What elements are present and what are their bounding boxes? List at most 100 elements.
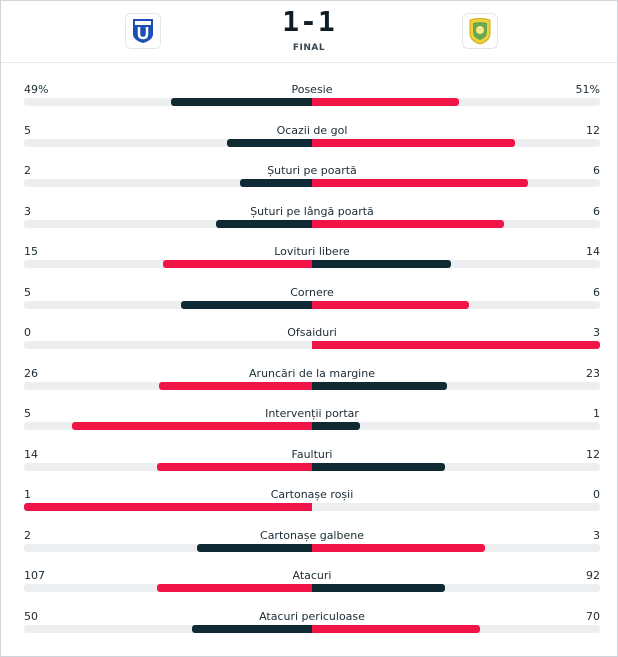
home-bar-fill <box>72 422 312 430</box>
stat-bar-track <box>24 503 600 511</box>
stat-bar-track <box>24 341 600 349</box>
stat-bar-track <box>24 381 600 390</box>
home-bar-fill <box>24 503 312 511</box>
stat-bar-track <box>24 219 600 228</box>
away-stat-value: 6 <box>593 285 600 299</box>
away-bar-track <box>312 341 600 349</box>
home-bar-fill <box>181 300 312 309</box>
away-bar-fill <box>312 138 516 147</box>
stat-row: 107 Atacuri 92 <box>24 563 600 604</box>
stat-row: 2 Cartonașe galbene 3 <box>24 523 600 564</box>
away-stat-value: 92 <box>586 569 600 582</box>
stat-name: Atacuri periculoase <box>259 609 365 623</box>
away-bar-track <box>312 624 600 633</box>
home-stat-value: 2 <box>24 164 31 177</box>
stat-bar-track <box>24 543 600 552</box>
away-stat-value: 23 <box>586 366 600 380</box>
stat-name: Intervenții portar <box>265 407 359 420</box>
home-bar-track <box>24 260 312 268</box>
stat-name: Lovituri libere <box>274 245 350 258</box>
home-stat-value: 5 <box>24 285 31 299</box>
match-score: 1-1 <box>282 5 336 38</box>
home-bar-track <box>24 543 312 552</box>
home-bar-track <box>24 219 312 228</box>
stat-row: 0 Ofsaiduri 3 <box>24 320 600 361</box>
away-team-logo[interactable] <box>462 13 498 49</box>
stat-row: 5 Cornere 6 <box>24 280 600 321</box>
stat-bar-track <box>24 179 600 187</box>
away-bar-fill <box>312 422 360 430</box>
home-stat-value: 49% <box>24 83 49 96</box>
away-bar-track <box>312 179 600 187</box>
home-bar-track <box>24 138 312 147</box>
home-stat-value: 107 <box>24 569 45 582</box>
away-bar-track <box>312 98 600 106</box>
stat-name: Ofsaiduri <box>287 326 337 339</box>
petrolul-ploiesti-crest-icon <box>469 18 491 45</box>
match-status: FINAL <box>292 43 326 53</box>
home-stat-value: 5 <box>24 407 31 420</box>
away-stat-value: 3 <box>593 528 600 542</box>
home-bar-track <box>24 624 312 633</box>
stat-name: Ocazii de gol <box>276 123 348 137</box>
stat-bar-track <box>24 584 600 592</box>
away-stat-value: 6 <box>593 204 600 218</box>
away-bar-fill <box>312 381 448 390</box>
stat-name: Cartonașe roșii <box>270 488 354 501</box>
home-bar-fill <box>192 624 312 633</box>
stats-list: 49% Posesie 51% 5 Ocazii de gol 12 2 Șuturi pe … <box>24 77 600 644</box>
home-bar-fill <box>159 381 312 390</box>
stat-row: 50 Atacuri periculoase 70 <box>24 604 600 645</box>
away-stat-value: 51% <box>575 83 600 96</box>
stat-name: Șuturi pe poartă <box>267 164 357 177</box>
home-stat-value: 1 <box>24 488 31 501</box>
stat-bar-track <box>24 422 600 430</box>
stat-name: Posesie <box>291 83 333 96</box>
away-bar-fill <box>312 462 445 471</box>
stat-row: 26 Aruncări de la margine 23 <box>24 361 600 402</box>
away-bar-track <box>312 138 600 147</box>
stat-bar-track <box>24 260 600 268</box>
stat-bar-track <box>24 300 600 309</box>
away-stat-value: 14 <box>586 245 600 258</box>
home-stat-value: 0 <box>24 326 31 339</box>
away-bar-fill <box>312 300 470 309</box>
away-stat-value: 0 <box>593 488 600 501</box>
home-team-logo[interactable] <box>125 13 161 49</box>
stat-name: Aruncări de la margine <box>249 366 375 380</box>
home-bar-fill <box>170 98 312 106</box>
home-bar-track <box>24 462 312 471</box>
away-bar-track <box>312 584 600 592</box>
away-stat-value: 12 <box>586 123 600 137</box>
stat-name: Șuturi pe lângă poartă <box>250 204 374 218</box>
home-bar-fill <box>163 260 312 268</box>
away-bar-track <box>312 260 600 268</box>
home-bar-track <box>24 179 312 187</box>
stat-row: 3 Șuturi pe lângă poartă 6 <box>24 199 600 240</box>
home-stat-value: 2 <box>24 528 31 542</box>
away-stat-value: 3 <box>593 326 600 339</box>
stat-name: Atacuri <box>292 569 332 582</box>
away-stat-value: 70 <box>586 609 600 623</box>
away-bar-track <box>312 300 600 309</box>
home-bar-track <box>24 584 312 592</box>
away-stat-value: 12 <box>586 447 600 461</box>
universitatea-craiova-crest-icon <box>133 19 153 43</box>
stat-name: Faulturi <box>291 447 333 461</box>
away-bar-track <box>312 503 600 511</box>
away-bar-track <box>312 381 600 390</box>
stat-bar-track <box>24 138 600 147</box>
away-bar-fill <box>312 584 446 592</box>
stat-bar-track <box>24 624 600 633</box>
home-stat-value: 26 <box>24 366 38 380</box>
stat-row: 1 Cartonașe roșii 0 <box>24 482 600 523</box>
stat-row: 14 Faulturi 12 <box>24 442 600 483</box>
stat-row: 2 Șuturi pe poartă 6 <box>24 158 600 199</box>
home-bar-track <box>24 98 312 106</box>
match-header: 1-1 FINAL <box>1 1 617 63</box>
home-bar-fill <box>157 584 312 592</box>
home-bar-fill <box>240 179 312 187</box>
stat-row: 5 Intervenții portar 1 <box>24 401 600 442</box>
home-bar-fill <box>196 543 312 552</box>
home-stat-value: 15 <box>24 245 38 258</box>
